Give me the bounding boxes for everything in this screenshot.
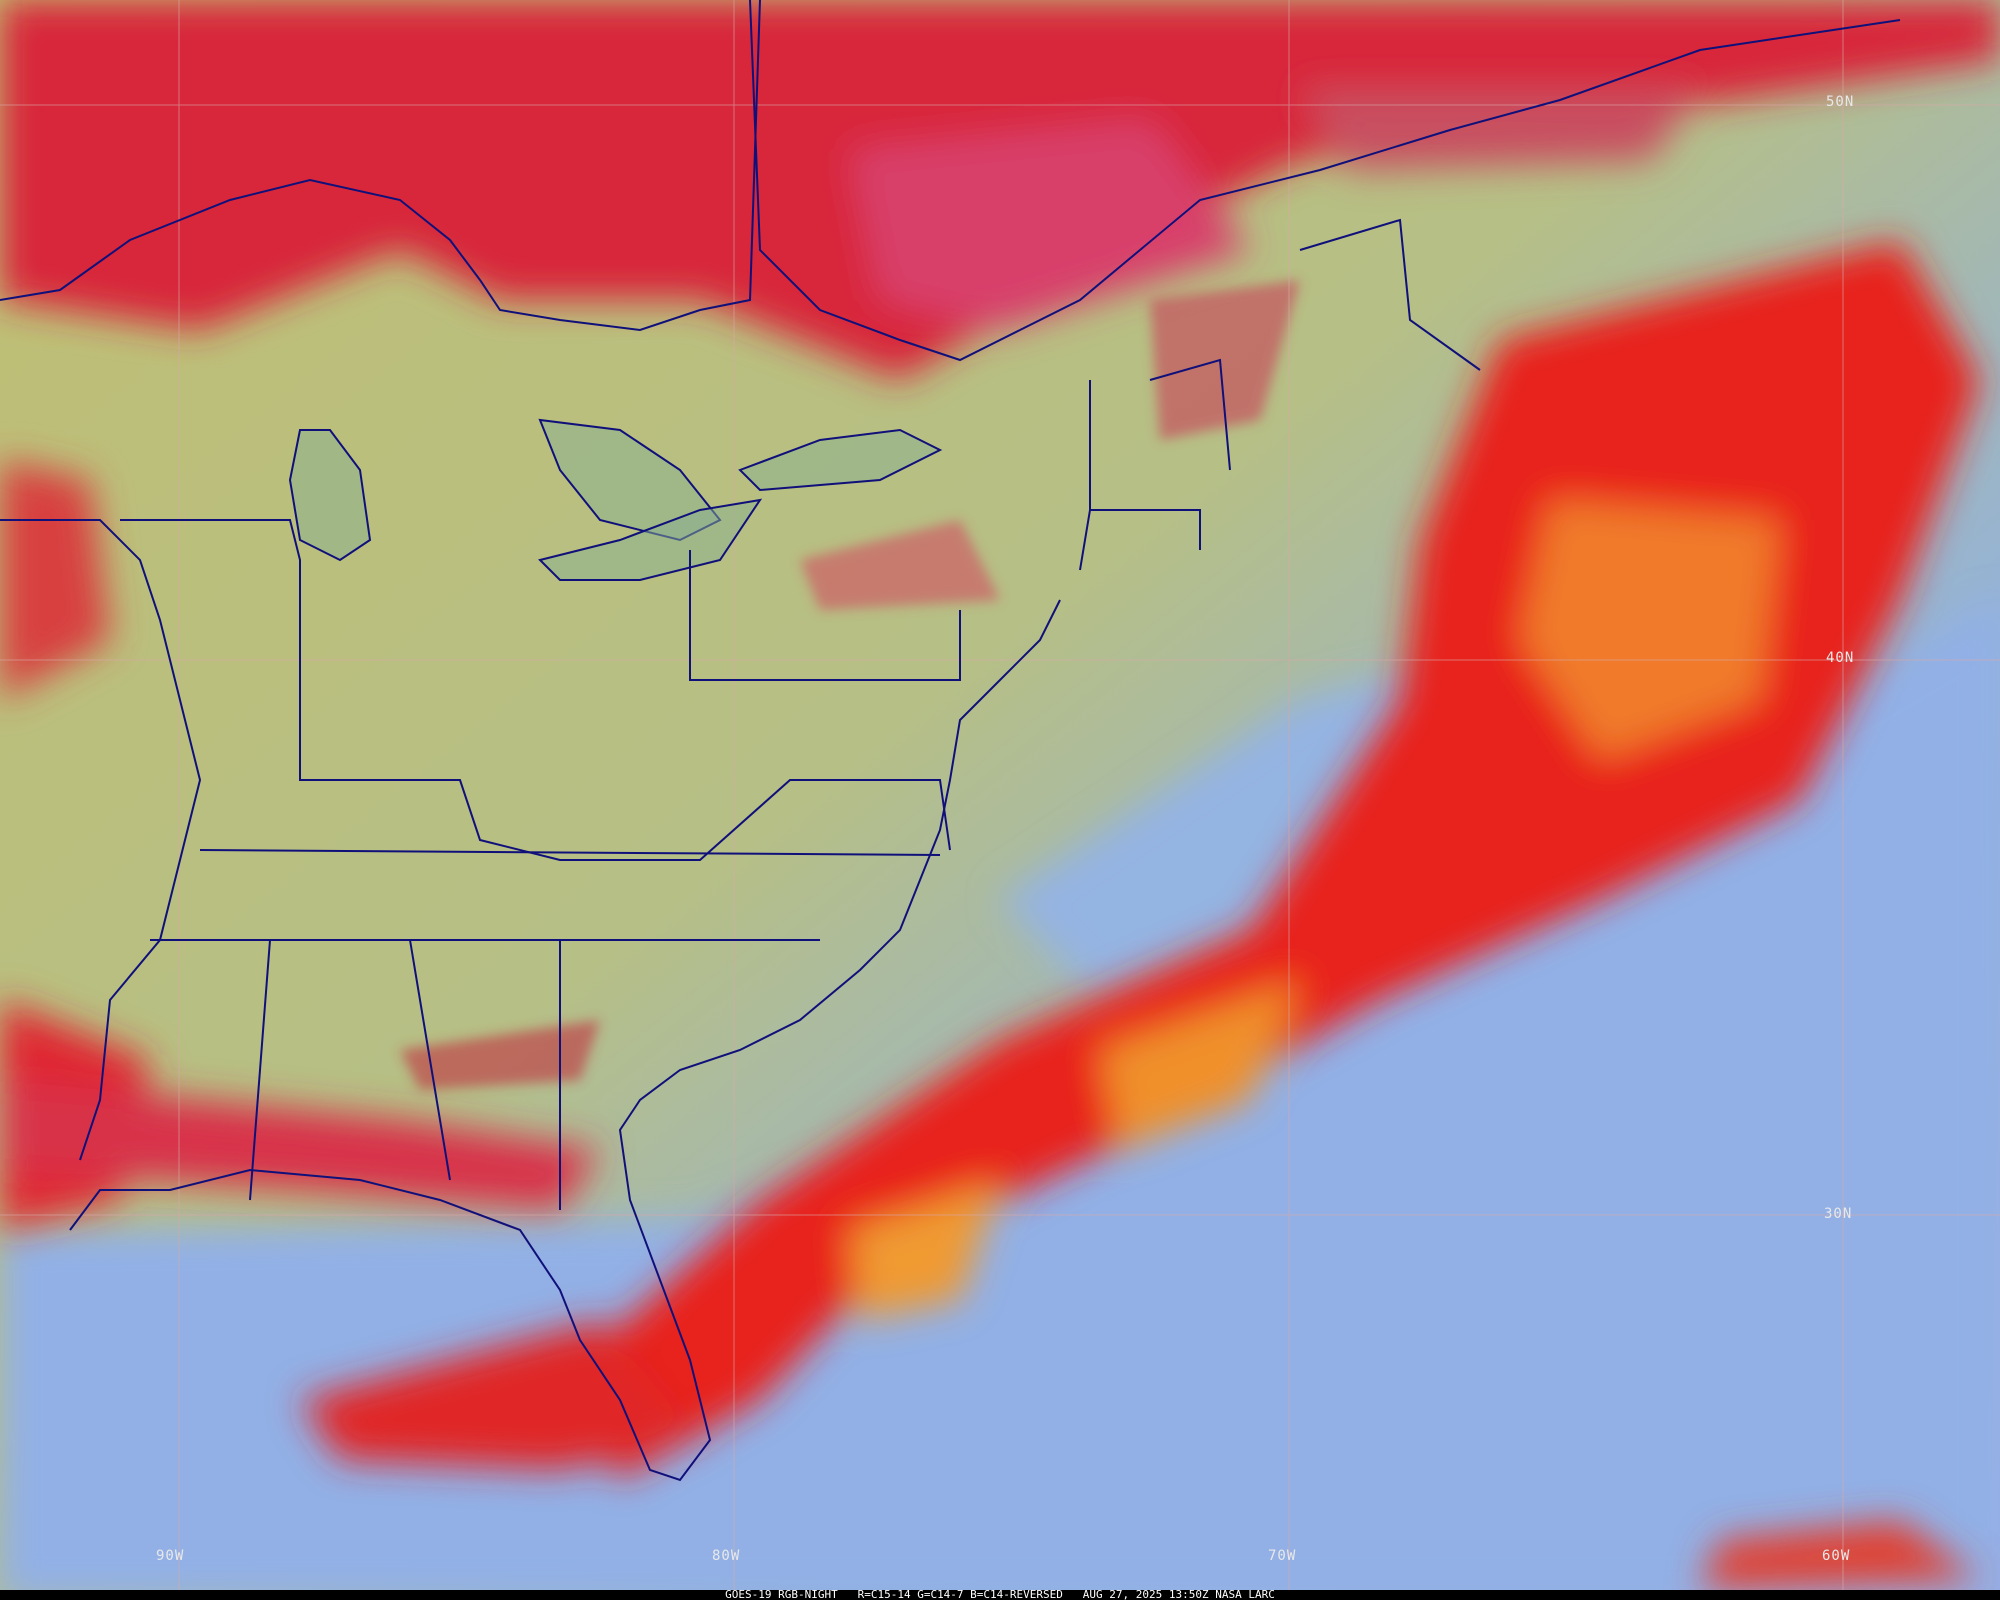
latitude-label-30n: 30N bbox=[1824, 1206, 1853, 1222]
latitude-label-40n: 40N bbox=[1826, 650, 1855, 666]
caption-datetime: AUG 27, 2025 13:50Z bbox=[1082, 1588, 1209, 1600]
longitude-label-70w: 70W bbox=[1268, 1548, 1297, 1564]
caption-channels: R=C15-14 G=C14-7 B=C14-REVERSED bbox=[857, 1588, 1063, 1600]
cloud-streaks bbox=[400, 280, 1300, 1090]
political-boundaries bbox=[0, 0, 1901, 1482]
longitude-label-80w: 80W bbox=[712, 1548, 741, 1564]
image-caption: GOES-19 RGB-NIGHT R=C15-14 G=C14-7 B=C14… bbox=[0, 1588, 2000, 1600]
caption-source: NASA LARC bbox=[1215, 1588, 1275, 1600]
caption-satellite: GOES-19 RGB-NIGHT bbox=[725, 1588, 838, 1600]
longitude-label-90w: 90W bbox=[156, 1548, 185, 1564]
latitude-label-50n: 50N bbox=[1826, 94, 1855, 110]
longitude-label-60w: 60W bbox=[1822, 1548, 1851, 1564]
